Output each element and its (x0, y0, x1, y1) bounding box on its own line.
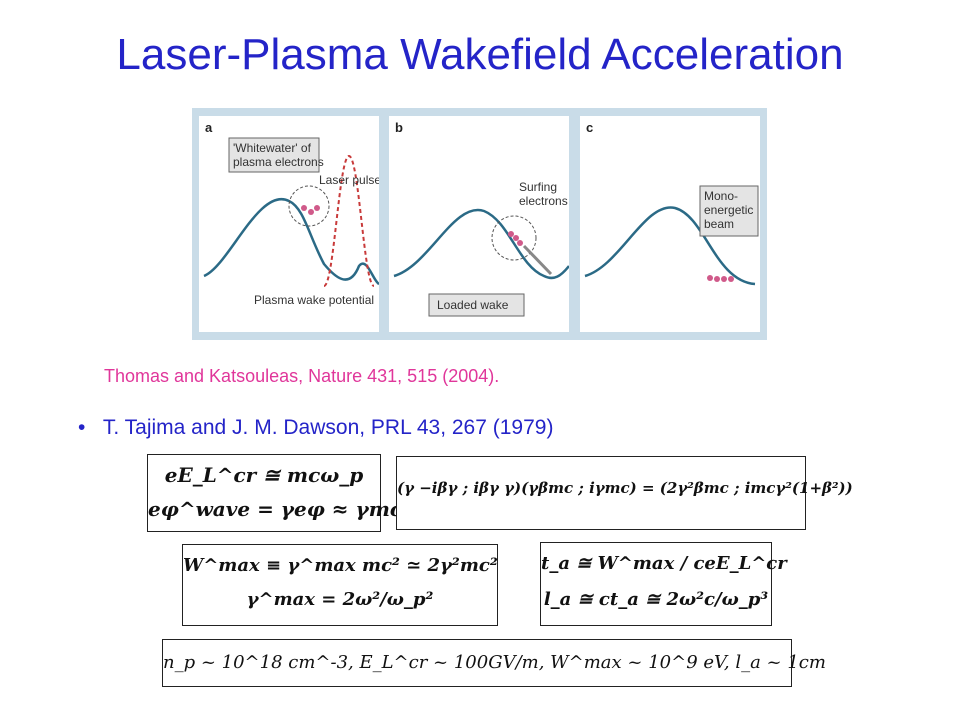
eq-lorentz: (γ −iβγ ; iβγ γ)(γβmc ; iγmc) = (2γ²βmc … (397, 479, 853, 497)
panel-a: a 'Whitewater' of plasma electrons Laser… (199, 116, 381, 332)
beam-dot (728, 276, 734, 282)
equation-box-energy: W^max ≡ γ^max mc² ≃ 2γ²mc² γ^max = 2ω²/ω… (182, 544, 498, 626)
wake-potential-label: Plasma wake potential (254, 293, 374, 307)
eq-field-line2: eφ^wave = γeφ ≈ γmc² (148, 497, 411, 521)
panel-a-diagram: a 'Whitewater' of plasma electrons Laser… (203, 120, 381, 307)
equation-box-parameters: n_p ~ 10^18 cm^-3, E_L^cr ~ 100GV/m, W^m… (162, 639, 826, 687)
equation-box-length: t_a ≅ W^max / ceE_L^cr l_a ≅ ct_a ≅ 2ω²c… (540, 542, 787, 626)
surfing-label-2: electrons (519, 194, 568, 208)
eq-parameters: n_p ~ 10^18 cm^-3, E_L^cr ~ 100GV/m, W^m… (163, 652, 826, 673)
panel-b-letter: b (395, 120, 403, 135)
beam-dot (707, 275, 713, 281)
whitewater-label-2: plasma electrons (233, 155, 324, 169)
surfing-label-1: Surfing (519, 180, 557, 194)
whitewater-label-1: 'Whitewater' of (233, 141, 312, 155)
bullet-dot: • (78, 416, 86, 439)
electron-dot (517, 240, 523, 246)
panel-b: b Surfing electrons Loaded wake (389, 116, 570, 332)
wakefield-figure: a 'Whitewater' of plasma electrons Laser… (192, 108, 767, 340)
reference-bullet: • T. Tajima and J. M. Dawson, PRL 43, 26… (78, 416, 553, 440)
eq-length-line2: l_a ≅ ct_a ≅ 2ω²c/ω_p³ (543, 589, 769, 610)
eq-length-line1: t_a ≅ W^max / ceE_L^cr (541, 553, 787, 574)
surf-arrow (522, 244, 553, 276)
equation-box-lorentz: (γ −iβγ ; iβγ γ)(γβmc ; iγmc) = (2γ²βmc … (396, 456, 853, 530)
laser-pulse-curve (323, 154, 375, 287)
eq-energy-line1: W^max ≡ γ^max mc² ≃ 2γ²mc² (183, 555, 498, 576)
surfing-circle (491, 215, 537, 261)
beam-label-1: Mono- (704, 189, 738, 203)
reference-text: T. Tajima and J. M. Dawson, PRL 43, 267 … (102, 416, 554, 439)
beam-dot (714, 276, 720, 282)
electron-dot (513, 235, 519, 241)
whitewater-label-box (228, 137, 320, 173)
electron-dot (308, 209, 314, 215)
figure-citation: Thomas and Katsouleas, Nature 431, 515 (… (104, 366, 500, 386)
laser-pulse-label: Laser pulse (319, 173, 379, 187)
eq-energy-line2: γ^max = 2ω²/ω_p² (246, 589, 434, 610)
eq-field-line1: eE_L^cr ≅ mcω_p (164, 463, 364, 487)
electron-dot (301, 205, 307, 211)
slide-title: Laser-Plasma Wakefield Acceleration (116, 30, 844, 79)
panel-b-diagram: b Surfing electrons Loaded wake (393, 120, 570, 317)
whitewater-circle (288, 185, 330, 227)
wake-curve (393, 208, 570, 280)
equation-box-field: eE_L^cr ≅ mcω_p eφ^wave = γeφ ≈ γmc² (147, 454, 411, 532)
beam-label-box (699, 185, 759, 237)
beam-label-2: energetic (704, 203, 753, 217)
panel-a-letter: a (205, 120, 213, 135)
loaded-wake-box (428, 293, 525, 317)
panel-c-letter: c (586, 120, 593, 135)
panel-c: c Mono- energetic beam (580, 116, 760, 332)
loaded-wake-label: Loaded wake (437, 298, 509, 312)
beam-label-3: beam (704, 217, 734, 231)
electron-dot (314, 205, 320, 211)
beam-dot (721, 276, 727, 282)
panel-c-diagram: c Mono- energetic beam (584, 120, 759, 286)
wake-curve (584, 206, 756, 286)
wake-curve (203, 197, 380, 286)
electron-dot (508, 231, 514, 237)
